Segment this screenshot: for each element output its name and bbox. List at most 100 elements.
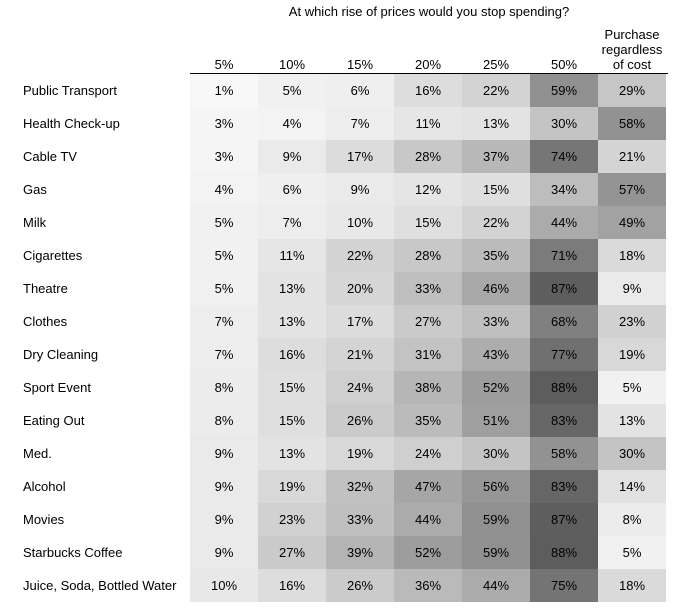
heatmap-cell: 28% — [394, 140, 462, 173]
heatmap-cell: 13% — [258, 272, 326, 305]
heatmap-cell: 9% — [190, 503, 258, 536]
cell-value-label: 5% — [214, 248, 234, 263]
cell-value-label: 17% — [346, 149, 374, 164]
cell-value-label: 9% — [282, 149, 302, 164]
heatmap-cell: 16% — [258, 569, 326, 602]
cell-value-label: 9% — [622, 281, 642, 296]
cell-value-label: 10% — [346, 215, 374, 230]
heatmap-cell: 7% — [326, 107, 394, 140]
table-row: Gas 4% 6% 9% 12% 15% 34% 57% — [0, 173, 680, 206]
heatmap-cell: 5% — [598, 536, 666, 569]
heatmap-cell: 8% — [190, 371, 258, 404]
table-row: Public Transport 1% 5% 6% 16% 22% 59% 29% — [0, 74, 680, 107]
heatmap-cell: 27% — [394, 305, 462, 338]
heatmap-cell: 8% — [190, 404, 258, 437]
cell-value-label: 18% — [618, 248, 646, 263]
chart-title: At which rise of prices would you stop s… — [288, 4, 570, 19]
heatmap-cell: 52% — [462, 371, 530, 404]
cell-value-label: 28% — [414, 248, 442, 263]
cell-value-label: 30% — [618, 446, 646, 461]
cell-value-label: 87% — [550, 281, 578, 296]
heatmap-cell: 4% — [258, 107, 326, 140]
heatmap-cell: 10% — [326, 206, 394, 239]
heatmap-cell: 13% — [258, 305, 326, 338]
cell-value-label: 35% — [482, 248, 510, 263]
cell-value-label: 16% — [278, 578, 306, 593]
heatmap-cell: 33% — [394, 272, 462, 305]
cell-value-label: 43% — [482, 347, 510, 362]
heatmap-cell: 9% — [326, 173, 394, 206]
heatmap-cell: 23% — [258, 503, 326, 536]
cell-value-label: 33% — [414, 281, 442, 296]
heatmap-cell: 33% — [462, 305, 530, 338]
row-label: Milk — [23, 215, 47, 230]
cell-value-label: 7% — [350, 116, 370, 131]
cell-value-label: 16% — [278, 347, 306, 362]
heatmap-cell: 35% — [462, 239, 530, 272]
cell-value-label: 29% — [618, 83, 646, 98]
cell-value-label: 26% — [346, 578, 374, 593]
heatmap-cell: 13% — [258, 437, 326, 470]
column-header: 50% — [550, 57, 578, 72]
column-header: 5% — [214, 57, 234, 72]
cell-value-label: 87% — [550, 512, 578, 527]
table-row: Health Check-up 3% 4% 7% 11% 13% 30% 58% — [0, 107, 680, 140]
cell-value-label: 1% — [214, 83, 234, 98]
cell-value-label: 26% — [346, 413, 374, 428]
column-header: 20% — [414, 57, 442, 72]
cell-value-label: 52% — [414, 545, 442, 560]
cell-value-label: 32% — [346, 479, 374, 494]
heatmap-cell: 32% — [326, 470, 394, 503]
cell-value-label: 74% — [550, 149, 578, 164]
cell-value-label: 14% — [618, 479, 646, 494]
heatmap-cell: 7% — [190, 338, 258, 371]
heatmap-cell: 68% — [530, 305, 598, 338]
cell-value-label: 27% — [414, 314, 442, 329]
cell-value-label: 13% — [618, 413, 646, 428]
heatmap-cell: 83% — [530, 404, 598, 437]
heatmap-cell: 30% — [462, 437, 530, 470]
cell-value-label: 37% — [482, 149, 510, 164]
heatmap-cell: 26% — [326, 404, 394, 437]
heatmap-cell: 9% — [258, 140, 326, 173]
heatmap-cell: 18% — [598, 239, 666, 272]
heatmap-cell: 13% — [462, 107, 530, 140]
cell-value-label: 8% — [214, 380, 234, 395]
cell-value-label: 23% — [618, 314, 646, 329]
cell-value-label: 3% — [214, 149, 234, 164]
table-row: Juice, Soda, Bottled Water 10% 16% 26% 36% 44… — [0, 569, 680, 602]
cell-value-label: 31% — [414, 347, 442, 362]
cell-value-label: 13% — [278, 446, 306, 461]
cell-value-label: 46% — [482, 281, 510, 296]
cell-value-label: 11% — [415, 116, 441, 131]
cell-value-label: 8% — [622, 512, 642, 527]
heatmap-cell: 17% — [326, 305, 394, 338]
cell-value-label: 15% — [278, 413, 306, 428]
cell-value-label: 5% — [622, 545, 642, 560]
heatmap-cell: 15% — [258, 404, 326, 437]
table-row: Clothes 7% 13% 17% 27% 33% 68% 23% — [0, 305, 680, 338]
cell-value-label: 44% — [550, 215, 578, 230]
cell-value-label: 27% — [278, 545, 306, 560]
cell-value-label: 17% — [346, 314, 374, 329]
cell-value-label: 21% — [618, 149, 646, 164]
cell-value-label: 59% — [482, 512, 510, 527]
heatmap-cell: 14% — [598, 470, 666, 503]
heatmap-cell: 6% — [326, 74, 394, 107]
column-headers: 5% 10% 15% 20% 25% 50% Purchase regardless of … — [0, 0, 680, 74]
heatmap-cell: 10% — [190, 569, 258, 602]
cell-value-label: 9% — [214, 446, 234, 461]
heatmap-cell: 44% — [530, 206, 598, 239]
heatmap-cell: 5% — [190, 206, 258, 239]
heatmap-cell: 51% — [462, 404, 530, 437]
cell-value-label: 22% — [482, 215, 510, 230]
heatmap-cell: 4% — [190, 173, 258, 206]
heatmap-cell: 43% — [462, 338, 530, 371]
heatmap-cell: 59% — [462, 503, 530, 536]
heatmap-cell: 22% — [462, 74, 530, 107]
heatmap-cell: 18% — [598, 569, 666, 602]
heatmap-cell: 47% — [394, 470, 462, 503]
cell-value-label: 68% — [550, 314, 578, 329]
heatmap-cell: 74% — [530, 140, 598, 173]
heatmap-cell: 24% — [326, 371, 394, 404]
